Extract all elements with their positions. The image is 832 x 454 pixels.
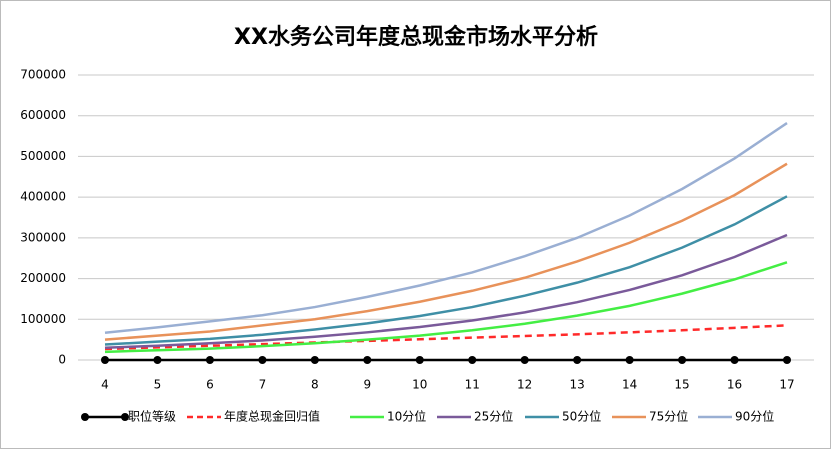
point	[468, 356, 477, 364]
x-tick-label: 8	[311, 378, 319, 392]
point	[258, 356, 267, 364]
series-line	[104, 324, 788, 351]
y-tick-label: 500000	[20, 149, 66, 163]
point	[625, 356, 634, 364]
y-tick-label: 400000	[20, 190, 66, 204]
legend-marker	[81, 413, 89, 421]
point	[101, 356, 109, 364]
legend-label: 10分位	[387, 409, 426, 424]
legend-marker	[121, 413, 129, 421]
point	[363, 356, 372, 364]
legend-label: 25分位	[474, 409, 513, 424]
legend-label: 50分位	[562, 409, 601, 424]
point	[730, 356, 739, 364]
series-line	[104, 195, 788, 346]
x-tick-label: 11	[465, 378, 480, 392]
point	[520, 356, 529, 364]
x-tick-label: 17	[779, 378, 794, 392]
point	[573, 356, 582, 364]
series-line	[104, 162, 788, 341]
legend-label: 90分位	[735, 409, 774, 424]
y-tick-label: 0	[58, 353, 66, 367]
point	[783, 356, 791, 364]
series-line	[104, 261, 788, 354]
point	[205, 356, 214, 364]
legend-label: 年度总现金回归值	[224, 409, 320, 424]
x-tick-label: 4	[101, 378, 109, 392]
x-tick-label: 12	[517, 378, 532, 392]
x-tick-label: 15	[674, 378, 689, 392]
x-tick-label: 6	[206, 378, 214, 392]
point	[678, 356, 687, 364]
series-line	[104, 233, 788, 350]
legend-label: 职位等级	[128, 409, 176, 424]
x-tick-label: 16	[727, 378, 742, 392]
y-tick-label: 100000	[20, 312, 66, 326]
y-tick-label: 600000	[20, 108, 66, 122]
point	[415, 356, 424, 364]
x-tick-label: 14	[622, 378, 637, 392]
chart-title: XX水务公司年度总现金市场水平分析	[234, 24, 598, 50]
x-tick-label: 7	[259, 378, 267, 392]
point	[153, 356, 162, 364]
x-tick-label: 13	[570, 378, 585, 392]
y-tick-label: 300000	[20, 230, 66, 244]
y-tick-label: 700000	[20, 68, 66, 82]
y-tick-label: 200000	[20, 271, 66, 285]
x-tick-label: 9	[363, 378, 371, 392]
legend-label: 75分位	[649, 409, 688, 424]
point	[310, 356, 319, 364]
series-line	[104, 122, 788, 334]
x-tick-label: 10	[412, 378, 427, 392]
x-tick-label: 5	[154, 378, 162, 392]
